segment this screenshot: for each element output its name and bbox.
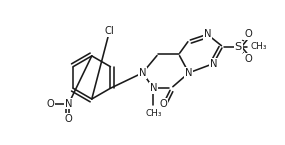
Text: O: O [244, 29, 252, 39]
Text: N: N [210, 59, 217, 69]
Text: O: O [65, 114, 73, 124]
Text: O: O [244, 54, 252, 64]
Text: CH₃: CH₃ [251, 42, 267, 51]
Text: N: N [65, 99, 72, 109]
Text: N: N [139, 68, 146, 78]
Text: O: O [46, 99, 54, 109]
Text: S: S [235, 42, 242, 52]
Text: N: N [185, 68, 193, 78]
Text: N: N [150, 83, 157, 93]
Text: N: N [203, 29, 211, 39]
Text: O: O [160, 99, 167, 109]
Text: Cl: Cl [105, 26, 114, 36]
Text: CH₃: CH₃ [145, 109, 162, 118]
